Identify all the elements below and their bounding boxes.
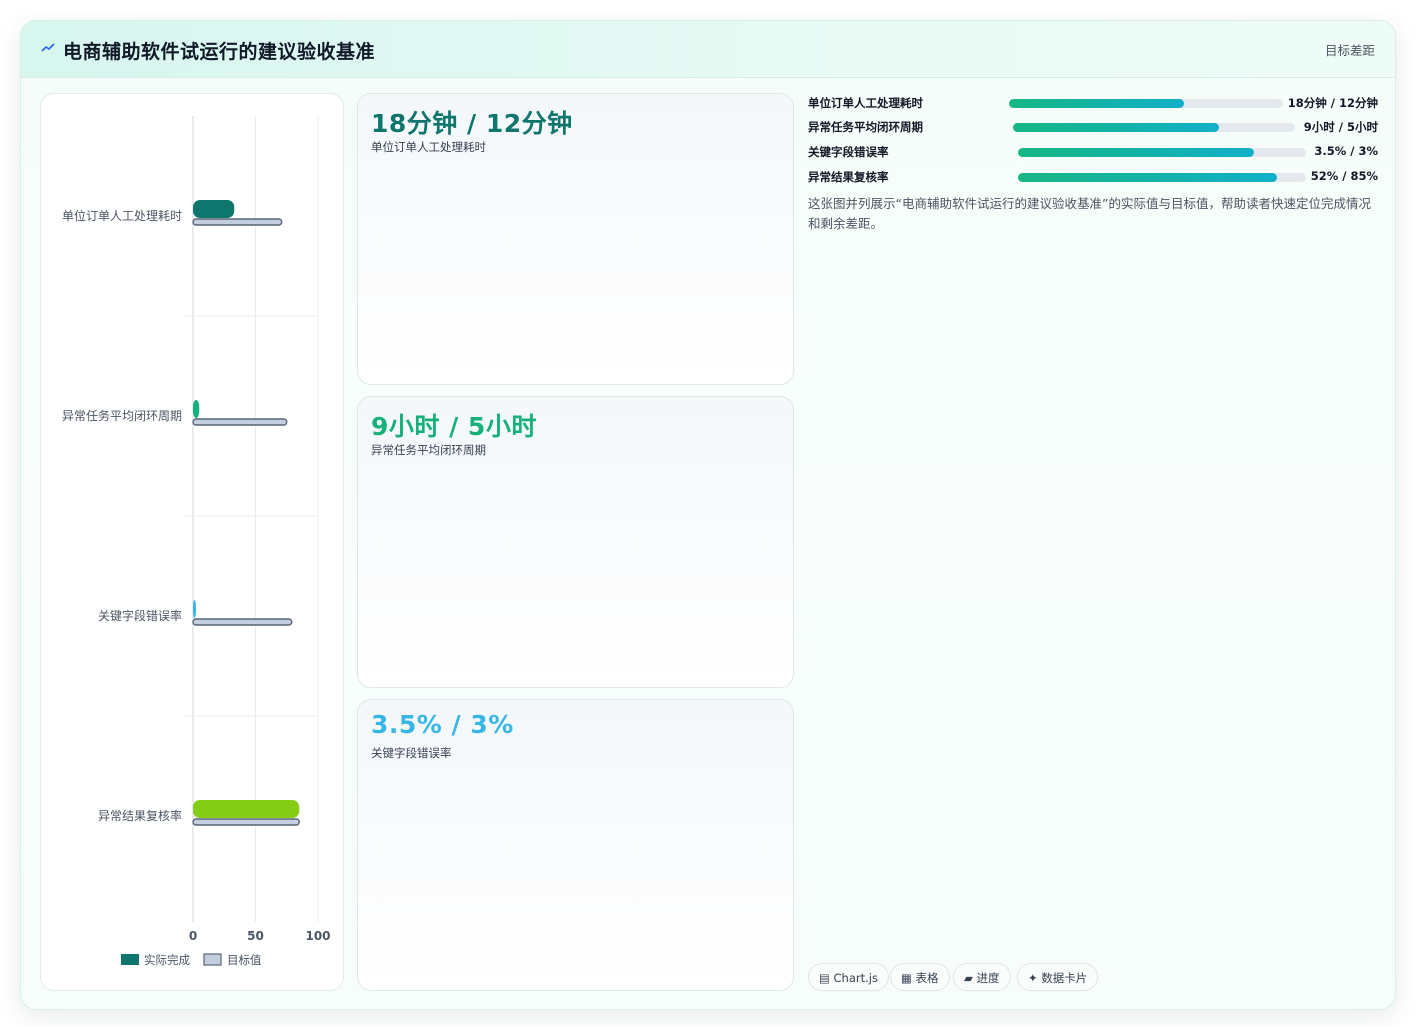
progress-value: 52% / 85%: [1310, 169, 1378, 183]
progress-panel: 单位订单人工处理耗时 18分钟 / 12分钟 异常任务平均闭环周期 9小时 / …: [808, 93, 1380, 991]
legend-label-target: 目标值: [227, 953, 262, 967]
progress-fill: [1018, 148, 1255, 157]
progress-value: 9小时 / 5小时: [1303, 120, 1378, 134]
kpi-label: 单位订单人工处理耗时: [371, 140, 486, 154]
legend-swatch-actual: [121, 954, 139, 965]
progress-fill: [1009, 99, 1185, 108]
chart-icon: ▤: [819, 971, 830, 985]
header-bar: 电商辅助软件试运行的建议验收基准 目标差距: [21, 21, 1395, 78]
progress-track: [1018, 173, 1306, 182]
progress-track: [1013, 123, 1295, 132]
y-category-label: 关键字段错误率: [98, 608, 182, 623]
progress-row: 异常任务平均闭环周期 9小时 / 5小时: [808, 117, 1380, 137]
y-category-label: 异常任务平均闭环周期: [62, 408, 182, 423]
progress-label: 异常结果复核率: [808, 170, 889, 184]
dashboard-frame: 电商辅助软件试运行的建议验收基准 目标差距 0 50 100 单位订单人工处理耗时 异常…: [20, 20, 1396, 1010]
progress-fill: [1018, 173, 1278, 182]
legend-swatch-target: [203, 953, 222, 966]
kpi-value: 18分钟 / 12分钟: [371, 109, 573, 138]
table-icon: ▦: [901, 971, 912, 985]
bar-actual: [193, 800, 300, 818]
bar-actual: [193, 200, 235, 218]
progress-row: 异常结果复核率 52% / 85%: [808, 167, 1380, 187]
bar-target: [192, 218, 283, 226]
kpi-label: 异常任务平均闭环周期: [371, 443, 486, 457]
progress-icon: ▰: [964, 971, 973, 985]
tag-label: Chart.js: [833, 971, 878, 985]
target-gap-label: 目标差距: [1324, 43, 1375, 58]
kpi-card-order-time: 18分钟 / 12分钟 单位订单人工处理耗时: [357, 93, 794, 385]
tag-label: 表格: [915, 971, 939, 985]
chart-description: 这张图并列展示“电商辅助软件试运行的建议验收基准”的实际值与目标值，帮助读者快速…: [808, 196, 1371, 231]
progress-label: 关键字段错误率: [808, 145, 889, 159]
tag-chartjs[interactable]: ▤ Chart.js: [808, 963, 889, 991]
bar-chart: 0 50 100 单位订单人工处理耗时异常任务平均闭环周期关键字段错误率异常结果复核率…: [62, 116, 331, 967]
progress-fill: [1013, 123, 1219, 132]
kpi-card-error-rate: 3.5% / 3% 关键字段错误率: [357, 699, 794, 991]
progress-row: 关键字段错误率 3.5% / 3%: [808, 142, 1380, 162]
tag-table[interactable]: ▦ 表格: [890, 963, 950, 991]
bar-target: [192, 618, 293, 626]
kpi-card-closure-cycle: 9小时 / 5小时 异常任务平均闭环周期: [357, 396, 794, 688]
bar-target: [192, 818, 300, 826]
progress-value: 3.5% / 3%: [1314, 144, 1378, 158]
kpi-value: 9小时 / 5小时: [371, 412, 537, 441]
kpi-value: 3.5% / 3%: [371, 710, 514, 739]
trend-line-icon: [41, 43, 55, 52]
progress-row: 单位订单人工处理耗时 18分钟 / 12分钟: [808, 93, 1380, 113]
tag-label: 进度: [976, 971, 1000, 985]
bar-chart-card: 0 50 100 单位订单人工处理耗时 异常任务平均闭环周期关键字段错误率 异常结果复核率…: [40, 93, 344, 991]
page-title: 电商辅助软件试运行的建议验收基准: [63, 41, 376, 63]
y-category-label: 单位订单人工处理耗时: [62, 208, 182, 223]
progress-label: 异常任务平均闭环周期: [808, 120, 923, 134]
progress-track: [1018, 148, 1306, 157]
x-tick-label: 50: [247, 929, 264, 943]
tag-label: 数据卡片: [1041, 971, 1088, 985]
sparkle-icon: ✦: [1028, 971, 1038, 985]
bar-actual: [193, 400, 200, 418]
progress-label: 单位订单人工处理耗时: [808, 96, 923, 110]
tag-progress[interactable]: ▰ 进度: [953, 963, 1011, 991]
progress-track: [1009, 99, 1283, 108]
progress-value: 18分钟 / 12分钟: [1287, 96, 1378, 110]
x-tick-label: 100: [305, 929, 330, 943]
kpi-label: 关键字段错误率: [371, 746, 452, 760]
legend-label-actual: 实际完成: [144, 953, 190, 967]
y-category-label: 异常结果复核率: [98, 808, 182, 823]
x-tick-label: 0: [189, 929, 197, 943]
tag-data-cards[interactable]: ✦ 数据卡片: [1017, 963, 1099, 991]
bar-actual: [193, 600, 196, 618]
bar-target: [192, 418, 288, 426]
